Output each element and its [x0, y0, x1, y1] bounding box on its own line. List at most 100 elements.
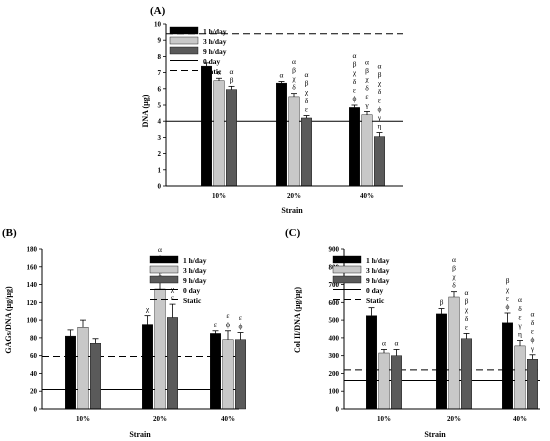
y-tick-label: 8 [158, 53, 162, 61]
bar [226, 89, 237, 187]
significance-symbol: α [217, 67, 221, 76]
bar [527, 359, 538, 410]
chart-panel-c: (C) Col II/DNA (µg/µg) Strain 0 100 200 300… [285, 227, 540, 439]
legend-label: 9 h/day [203, 47, 227, 56]
y-tick-label: 9 [158, 37, 162, 45]
x-tick-label: 20% [287, 192, 301, 200]
significance-symbol: χ [292, 74, 296, 83]
x-axis-label-a: Strain [281, 206, 303, 215]
significance-symbol: χ [305, 87, 309, 96]
legend-label: 3 h/day [203, 37, 227, 46]
significance-symbol: α [353, 51, 357, 60]
legend-label: Static [203, 67, 222, 76]
y-tick-label: 300 [329, 352, 340, 360]
bar [436, 313, 447, 410]
axes-c [343, 249, 540, 410]
significance-symbol: χ [452, 272, 456, 281]
y-tick-label: 10 [154, 21, 162, 29]
significance-symbol: α [382, 338, 386, 347]
bar [301, 117, 312, 187]
significance-symbol: δ [353, 77, 357, 86]
legend-swatch [332, 255, 362, 264]
significance-symbol: ϕ [226, 320, 230, 329]
legend-swatch [169, 46, 199, 55]
y-tick-label: 600 [329, 299, 340, 307]
error-bars-b [67, 281, 244, 344]
legend-swatch [332, 265, 362, 274]
significance-symbol: ε [226, 311, 229, 320]
legend-label: 1 h/day [203, 27, 227, 36]
bars-c [366, 296, 538, 410]
chart-panel-a: (A) DNA (µg) Strain 0 1 2 3 4 5 6 7 8 9 10 10% 20% 4… [141, 5, 403, 215]
panel-label-a: (A) [150, 5, 166, 17]
legend-label: 0 day [203, 57, 221, 66]
bar [90, 343, 101, 410]
bar [461, 338, 472, 410]
y-tick-label: 0 [34, 406, 38, 414]
significance-symbol: δ [465, 314, 469, 323]
legend-swatch [149, 255, 179, 264]
y-axis-label-c: Col II/DNA (µg/µg) [293, 287, 302, 353]
y-tick-label: 100 [27, 317, 38, 325]
y-tick-label: 20 [30, 388, 38, 396]
bar [167, 317, 178, 410]
significance-symbol: γ [364, 100, 369, 109]
significance-symbol: δ [292, 83, 296, 92]
y-tick-label: 400 [329, 334, 340, 342]
significance-symbol: δ [378, 87, 382, 96]
significance-symbol: ϕ [378, 104, 382, 113]
y-axis-label-b: GAGs/DNA (µg/µg) [4, 286, 13, 354]
x-tick-label: 20% [153, 415, 167, 423]
legend-label: 3 h/day [366, 266, 390, 275]
y-tick-label: 5 [158, 102, 162, 110]
panel-label-c: (C) [285, 227, 301, 239]
legend-swatch [149, 265, 179, 274]
significance-symbol: β [440, 298, 444, 307]
significance-symbol: β [230, 75, 234, 84]
legend-swatch [169, 36, 199, 45]
bar [65, 335, 76, 410]
significance-symbol: β [353, 60, 357, 69]
significance-symbol: ε [214, 320, 217, 329]
x-tick-label: 20% [447, 415, 461, 423]
y-axis-label-a: DNA (µg) [141, 94, 150, 127]
x-tick-label: 10% [212, 192, 226, 200]
bar [210, 333, 221, 410]
y-tick-label: 40 [30, 370, 38, 378]
significance-symbol: δ [158, 271, 162, 280]
legend-label: Static [183, 296, 202, 305]
legend-label: 1 h/day [183, 256, 207, 265]
x-tick-label: 10% [76, 415, 90, 423]
significance-symbol: δ [531, 318, 535, 327]
bar [213, 80, 225, 187]
legend-label: 3 h/day [183, 266, 207, 275]
significance-symbol: γ [530, 344, 535, 353]
significance-symbol: δ [365, 83, 369, 92]
y-tick-label: 140 [27, 281, 38, 289]
significance-symbol: ε [239, 313, 242, 322]
x-tick-label: 40% [221, 415, 235, 423]
significance-symbol: ε [365, 92, 368, 101]
legend-swatch [169, 26, 199, 35]
axes-a [165, 24, 403, 187]
significance-symbol: ϕ [531, 335, 535, 344]
bar [142, 324, 153, 410]
significance-symbol: β [292, 65, 296, 74]
significance-symbol: α [292, 57, 296, 66]
significance-symbol: ϕ [506, 302, 510, 311]
legend-label: 1 h/day [366, 256, 390, 265]
bar [288, 96, 300, 187]
significance-symbol: β [452, 263, 456, 272]
significance-symbol: ε [305, 105, 308, 114]
y-tick-label: 6 [158, 85, 162, 93]
significance-symbol: α [518, 295, 522, 304]
y-tick-label: 7 [158, 69, 162, 77]
bar [201, 65, 212, 187]
error-bars-a [203, 62, 383, 137]
significance-symbol: ε [531, 327, 534, 336]
